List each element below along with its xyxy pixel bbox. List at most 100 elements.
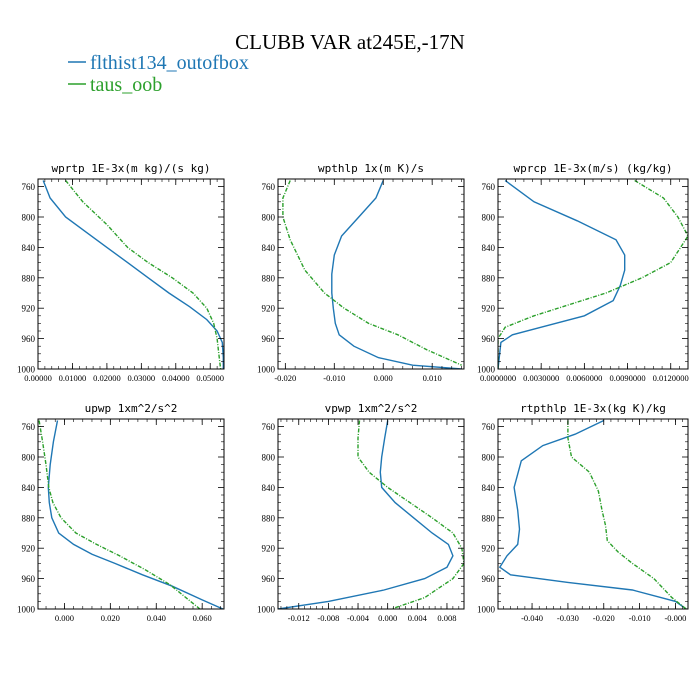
series-line-wpthlp-taus-oob [282, 180, 462, 366]
x-tick-label-vpwp: 0.008 [437, 613, 456, 623]
series-line-vpwp-flthist134 [278, 420, 454, 609]
legend-label-flthist134: flthist134_outofbox [90, 52, 249, 74]
x-tick-label-rtpthlp: -0.020 [593, 613, 615, 623]
panel-title-wprtp: wprtp 1E-3x(m kg)/(s kg) [52, 162, 211, 175]
y-tick-label-rtpthlp: 880 [482, 513, 496, 523]
y-tick-label-upwp: 920 [22, 544, 36, 554]
x-tick-label-wprtp: 0.00000 [24, 373, 52, 383]
x-tick-label-wprcp: 0.0060000 [566, 373, 602, 383]
y-tick-label-vpwp: 840 [262, 483, 276, 493]
y-tick-label-upwp: 880 [22, 513, 36, 523]
panel-title-wprcp: wprcp 1E-3x(m/s) (kg/kg) [514, 162, 673, 175]
y-tick-label-wprtp: 840 [22, 243, 36, 253]
y-tick-label-upwp: 800 [22, 453, 36, 463]
series-line-wprtp-flthist134 [42, 180, 224, 369]
panel-title-upwp: upwp 1xm^2/s^2 [85, 402, 178, 415]
y-tick-label-wprcp: 760 [482, 182, 496, 192]
x-tick-label-wprtp: 0.04000 [162, 373, 190, 383]
x-tick-label-wprcp: 0.0000000 [480, 373, 516, 383]
series-line-vpwp-taus-oob [357, 420, 464, 609]
panel-title-rtpthlp: rtpthlp 1E-3x(kg K)/kg [520, 402, 666, 415]
y-tick-label-wprtp: 880 [22, 273, 36, 283]
x-tick-label-vpwp: -0.004 [347, 613, 370, 623]
panel-vpwp: vpwp 1xm^2/s^2 760 800 840 880 920 960 1000 -0.0… [257, 402, 465, 623]
y-tick-label-wprtp: 960 [22, 334, 36, 344]
y-tick-label-wprcp: 1000 [477, 365, 496, 375]
x-tick-label-upwp: 0.040 [147, 613, 166, 623]
x-tick-label-vpwp: -0.012 [288, 613, 310, 623]
panel-rtpthlp: rtpthlp 1E-3x(kg K)/kg 760 800 840 880 920 960… [477, 402, 689, 623]
y-tick-label-vpwp: 920 [262, 544, 276, 554]
x-tick-label-vpwp: -0.008 [317, 613, 339, 623]
y-tick-label-rtpthlp: 760 [482, 422, 496, 432]
y-tick-label-wpthlp: 760 [262, 182, 276, 192]
panel-upwp: upwp 1xm^2/s^2 760 800 840 880 920 960 1000 0.00… [17, 402, 225, 623]
y-tick-label-wprcp: 960 [482, 334, 496, 344]
plot-frame-rtpthlp [497, 418, 689, 610]
plot-frame-upwp [37, 418, 225, 610]
y-tick-label-wprcp: 800 [482, 213, 496, 223]
y-tick-label-rtpthlp: 920 [482, 544, 496, 554]
x-tick-label-upwp: 0.020 [101, 613, 120, 623]
x-tick-label-wprtp: 0.02000 [93, 373, 121, 383]
y-tick-label-wpthlp: 920 [262, 304, 276, 314]
y-tick-label-upwp: 960 [22, 574, 36, 584]
y-tick-label-wprcp: 920 [482, 304, 496, 314]
x-tick-label-vpwp: 0.004 [408, 613, 428, 623]
x-tick-label-rtpthlp: -0.010 [629, 613, 651, 623]
series-line-upwp-flthist134 [47, 420, 224, 609]
figure-title: CLUBB VAR at245E,-17N [235, 30, 465, 54]
panel-title-vpwp: vpwp 1xm^2/s^2 [325, 402, 418, 415]
x-tick-label-wprtp: 0.03000 [128, 373, 156, 383]
panel-wpthlp: wpthlp 1x(m K)/s7608008408809209601000-0… [257, 162, 465, 383]
y-tick-label-vpwp: 960 [262, 574, 276, 584]
x-tick-label-wprcp: 0.0030000 [523, 373, 559, 383]
x-tick-label-wprtp: 0.05000 [196, 373, 224, 383]
y-tick-label-wprtp: 1000 [17, 365, 36, 375]
y-tick-label-upwp: 1000 [17, 605, 36, 615]
y-tick-label-wprcp: 880 [482, 273, 496, 283]
x-tick-label-vpwp: 0.000 [378, 613, 397, 623]
panels-grid: wprtp 1E-3x(m kg)/(s kg) 760 800 840 880 920 9… [17, 162, 689, 623]
y-tick-label-wprtp: 920 [22, 304, 36, 314]
y-tick-label-wprcp: 840 [482, 243, 496, 253]
legend-label-taus-oob: taus_oob [90, 74, 162, 96]
y-tick-label-vpwp: 760 [262, 422, 276, 432]
series-line-upwp-taus-oob [38, 420, 201, 609]
series-line-wprcp-taus-oob [498, 179, 688, 369]
y-tick-label-wpthlp: 960 [262, 334, 276, 344]
y-tick-label-upwp: 840 [22, 483, 36, 493]
x-tick-label-upwp: 0.000 [55, 613, 74, 623]
x-tick-label-upwp: 0.060 [193, 613, 212, 623]
plot-frame-wpthlp [277, 178, 465, 370]
x-tick-label-wpthlp: 0.000 [374, 373, 393, 383]
y-tick-label-wprtp: 800 [22, 213, 36, 223]
x-tick-label-rtpthlp: -0.000 [664, 613, 686, 623]
x-tick-label-wpthlp: 0.010 [423, 373, 442, 383]
y-tick-label-wpthlp: 1000 [257, 365, 276, 375]
x-tick-label-wprtp: 0.01000 [59, 373, 87, 383]
series-line-wpthlp-flthist134 [331, 180, 462, 369]
x-tick-label-rtpthlp: -0.030 [557, 613, 579, 623]
panel-title-wpthlp: wpthlp 1x(m K)/s [318, 162, 424, 175]
y-tick-label-wpthlp: 840 [262, 243, 276, 253]
x-tick-label-rtpthlp: -0.040 [521, 613, 543, 623]
plot-frame-wprtp [37, 178, 225, 370]
y-tick-label-rtpthlp: 960 [482, 574, 496, 584]
y-tick-label-vpwp: 880 [262, 513, 276, 523]
y-tick-label-vpwp: 800 [262, 453, 276, 463]
legend: flthist134_outofbox taus_oob [68, 52, 249, 96]
x-tick-label-wprcp: 0.0090000 [609, 373, 645, 383]
plot-frame-vpwp [277, 418, 465, 610]
series-line-wprtp-taus-oob [65, 180, 222, 369]
y-tick-label-rtpthlp: 840 [482, 483, 496, 493]
series-line-rtpthlp-flthist134 [498, 419, 687, 609]
y-tick-label-wprtp: 760 [22, 182, 36, 192]
y-tick-label-wpthlp: 880 [262, 273, 276, 283]
x-tick-label-wpthlp: -0.010 [323, 373, 345, 383]
panel-wprcp: wprcp 1E-3x(m/s) (kg/kg) 760 800 840 880 920 9… [477, 162, 689, 383]
y-tick-label-rtpthlp: 1000 [477, 605, 496, 615]
panel-wprtp: wprtp 1E-3x(m kg)/(s kg) 760 800 840 880 920 9… [17, 162, 225, 383]
